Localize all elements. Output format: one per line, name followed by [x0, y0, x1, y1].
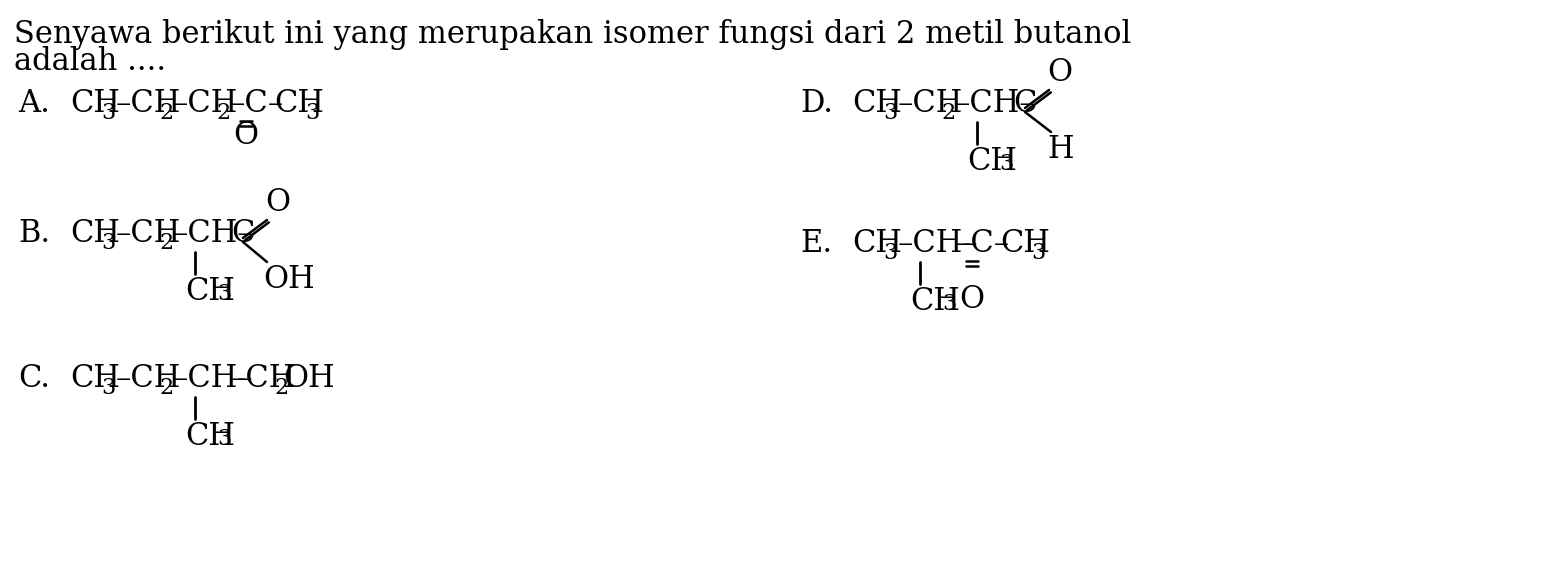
Text: 2: 2	[159, 102, 173, 124]
Text: –CH–: –CH–	[173, 363, 254, 394]
Text: OH: OH	[284, 363, 334, 394]
Text: 2: 2	[159, 377, 173, 399]
Text: B.: B.	[18, 218, 51, 249]
Text: O: O	[233, 120, 259, 151]
Text: CH: CH	[69, 88, 120, 119]
Text: CH: CH	[968, 146, 1017, 177]
Text: –CH: –CH	[173, 88, 239, 119]
Text: H: H	[1046, 134, 1074, 165]
Text: 3: 3	[102, 377, 116, 399]
Text: 3: 3	[1031, 242, 1045, 264]
Text: C: C	[231, 218, 254, 249]
Text: 3: 3	[883, 102, 897, 124]
Text: –CH: –CH	[231, 363, 296, 394]
Text: –C–: –C–	[230, 88, 284, 119]
Text: –CH: –CH	[116, 218, 182, 249]
Text: C.: C.	[18, 363, 49, 394]
Text: –CH–: –CH–	[173, 218, 254, 249]
Text: 3: 3	[102, 102, 116, 124]
Text: –CH: –CH	[116, 363, 182, 394]
Text: CH: CH	[185, 421, 234, 452]
Text: –C–: –C–	[955, 228, 1009, 259]
Text: O: O	[960, 284, 985, 315]
Text: E.: E.	[800, 228, 832, 259]
Text: 3: 3	[217, 428, 231, 450]
Text: 3: 3	[217, 283, 231, 305]
Text: D.: D.	[800, 88, 834, 119]
Text: O: O	[1046, 57, 1073, 88]
Text: 3: 3	[883, 242, 897, 264]
Text: CH: CH	[1000, 228, 1049, 259]
Text: –CH: –CH	[898, 88, 963, 119]
Text: CH: CH	[69, 363, 120, 394]
Text: A.: A.	[18, 88, 49, 119]
Text: CH: CH	[852, 88, 901, 119]
Text: 2: 2	[942, 102, 955, 124]
Text: CH: CH	[911, 286, 960, 317]
Text: CH: CH	[274, 88, 324, 119]
Text: –CH–: –CH–	[898, 228, 979, 259]
Text: CH: CH	[852, 228, 901, 259]
Text: 2: 2	[274, 377, 288, 399]
Text: CH: CH	[185, 276, 234, 307]
Text: adalah ....: adalah ....	[14, 46, 166, 77]
Text: 3: 3	[999, 153, 1014, 175]
Text: 3: 3	[102, 232, 116, 254]
Text: 3: 3	[305, 102, 319, 124]
Text: CH: CH	[69, 218, 120, 249]
Text: Senyawa berikut ini yang merupakan isomer fungsi dari 2 metil butanol: Senyawa berikut ini yang merupakan isome…	[14, 19, 1131, 50]
Text: O: O	[265, 187, 290, 218]
Text: 3: 3	[942, 293, 957, 315]
Text: 2: 2	[159, 232, 173, 254]
Text: C: C	[1012, 88, 1037, 119]
Text: 2: 2	[216, 102, 230, 124]
Text: –CH–: –CH–	[955, 88, 1036, 119]
Text: –CH: –CH	[116, 88, 182, 119]
Text: OH: OH	[264, 264, 314, 295]
